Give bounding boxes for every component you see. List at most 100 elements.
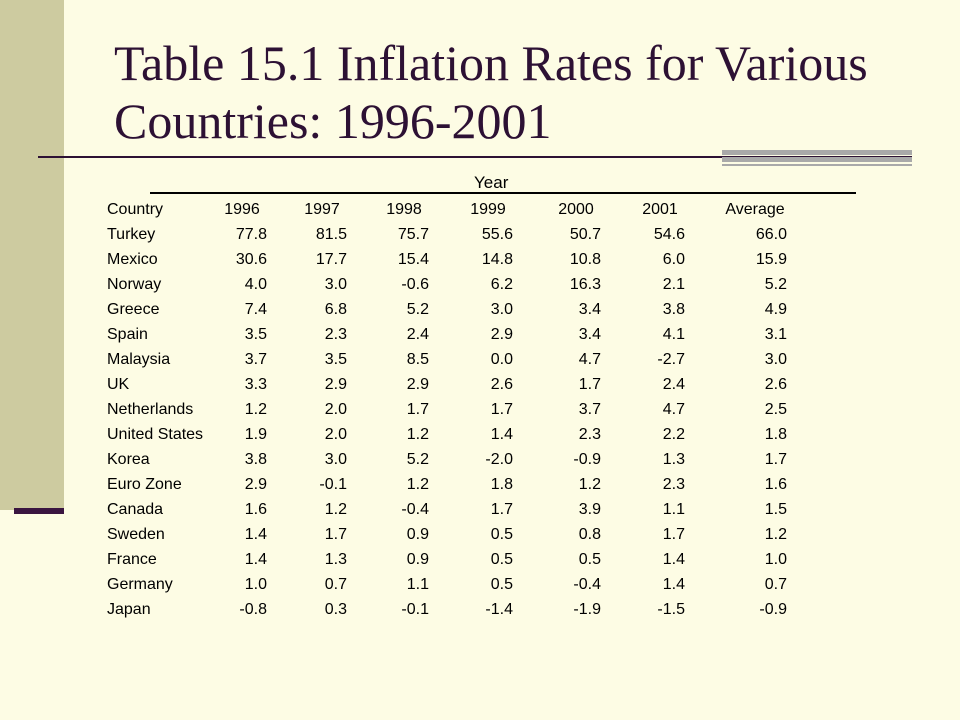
value-cell: 2.9 xyxy=(244,476,267,493)
value-cell: 77.8 xyxy=(235,226,267,243)
slide-title: Table 15.1 Inflation Rates for Various C… xyxy=(114,35,868,149)
country-cell: Sweden xyxy=(107,526,165,543)
value-cell: 0.7 xyxy=(764,576,787,593)
value-cell: -2.0 xyxy=(485,451,513,468)
value-cell: 2.3 xyxy=(662,476,685,493)
value-cell: 3.8 xyxy=(244,451,267,468)
table-row: Japan -0.8 0.3 -0.1 -1.4 -1.9 -1.5 -0.9 xyxy=(107,599,827,624)
value-cell: 1.7 xyxy=(490,401,513,418)
value-cell: 0.7 xyxy=(324,576,347,593)
value-cell: 1.0 xyxy=(244,576,267,593)
value-cell: 55.6 xyxy=(481,226,513,243)
value-cell: -0.9 xyxy=(573,451,601,468)
value-cell: 0.5 xyxy=(490,576,513,593)
value-cell: 2.1 xyxy=(662,276,685,293)
table-row: Mexico 30.6 17.7 15.4 14.8 10.8 6.0 15.9 xyxy=(107,249,827,274)
value-cell: 1.6 xyxy=(244,501,267,518)
country-cell: Euro Zone xyxy=(107,476,182,493)
value-cell: 2.4 xyxy=(662,376,685,393)
table-row: France 1.4 1.3 0.9 0.5 0.5 1.4 1.0 xyxy=(107,549,827,574)
value-cell: 6.2 xyxy=(490,276,513,293)
value-cell: 66.0 xyxy=(755,226,787,243)
value-cell: 1.7 xyxy=(406,401,429,418)
value-cell: 3.0 xyxy=(324,276,347,293)
value-cell: 81.5 xyxy=(315,226,347,243)
value-cell: 3.0 xyxy=(764,351,787,368)
value-cell: 16.3 xyxy=(569,276,601,293)
value-cell: 3.5 xyxy=(244,326,267,343)
header-cell: 1996 xyxy=(224,201,260,218)
value-cell: 17.7 xyxy=(315,251,347,268)
country-cell: Mexico xyxy=(107,251,158,268)
value-cell: 30.6 xyxy=(235,251,267,268)
header-cell: Country xyxy=(107,201,164,218)
value-cell: -0.9 xyxy=(759,601,787,618)
value-cell: 1.9 xyxy=(244,426,267,443)
value-cell: 3.5 xyxy=(324,351,347,368)
table-row: Turkey 77.8 81.5 75.7 55.6 50.7 54.6 66.0 xyxy=(107,224,827,249)
value-cell: 15.9 xyxy=(755,251,787,268)
value-cell: -1.9 xyxy=(573,601,601,618)
header-cell: 1999 xyxy=(470,201,506,218)
table-row: Malaysia 3.7 3.5 8.5 0.0 4.7 -2.7 3.0 xyxy=(107,349,827,374)
value-cell: -0.8 xyxy=(239,601,267,618)
value-cell: 50.7 xyxy=(569,226,601,243)
value-cell: 2.3 xyxy=(324,326,347,343)
value-cell: -2.7 xyxy=(657,351,685,368)
value-cell: 1.2 xyxy=(406,426,429,443)
value-cell: -0.1 xyxy=(319,476,347,493)
value-cell: 2.2 xyxy=(662,426,685,443)
value-cell: 3.4 xyxy=(578,301,601,318)
value-cell: -0.4 xyxy=(401,501,429,518)
country-cell: Japan xyxy=(107,601,151,618)
value-cell: 3.3 xyxy=(244,376,267,393)
country-cell: Norway xyxy=(107,276,162,293)
value-cell: 5.2 xyxy=(764,276,787,293)
value-cell: 3.1 xyxy=(764,326,787,343)
value-cell: 0.9 xyxy=(406,551,429,568)
value-cell: 2.9 xyxy=(490,326,513,343)
table-row: UK 3.3 2.9 2.9 2.6 1.7 2.4 2.6 xyxy=(107,374,827,399)
left-band-accent xyxy=(14,508,64,514)
value-cell: 2.0 xyxy=(324,401,347,418)
table-row: Sweden 1.4 1.7 0.9 0.5 0.8 1.7 1.2 xyxy=(107,524,827,549)
country-cell: Spain xyxy=(107,326,148,343)
table-row: Greece 7.4 6.8 5.2 3.0 3.4 3.8 4.9 xyxy=(107,299,827,324)
table-row: Germany 1.0 0.7 1.1 0.5 -0.4 1.4 0.7 xyxy=(107,574,827,599)
value-cell: 10.8 xyxy=(569,251,601,268)
value-cell: 2.9 xyxy=(324,376,347,393)
value-cell: 4.0 xyxy=(244,276,267,293)
country-cell: Malaysia xyxy=(107,351,171,368)
value-cell: 5.2 xyxy=(406,301,429,318)
value-cell: 1.3 xyxy=(324,551,347,568)
table-row: Euro Zone 2.9 -0.1 1.2 1.8 1.2 2.3 1.6 xyxy=(107,474,827,499)
value-cell: -1.5 xyxy=(657,601,685,618)
value-cell: 3.9 xyxy=(578,501,601,518)
country-cell: Turkey xyxy=(107,226,156,243)
table-body: Turkey 77.8 81.5 75.7 55.6 50.7 54.6 66.0 Mexico… xyxy=(107,224,827,624)
value-cell: 3.8 xyxy=(662,301,685,318)
value-cell: 0.5 xyxy=(490,526,513,543)
table-row: United States 1.9 2.0 1.2 1.4 2.3 2.2 1.8 xyxy=(107,424,827,449)
header-cell: 2001 xyxy=(642,201,678,218)
value-cell: 1.2 xyxy=(324,501,347,518)
header-cell: 1998 xyxy=(386,201,422,218)
value-cell: 15.4 xyxy=(397,251,429,268)
value-cell: 3.0 xyxy=(324,451,347,468)
value-cell: 1.2 xyxy=(406,476,429,493)
value-cell: 2.5 xyxy=(764,401,787,418)
value-cell: 1.3 xyxy=(662,451,685,468)
title-accent-bars xyxy=(722,150,912,166)
value-cell: 1.2 xyxy=(244,401,267,418)
value-cell: 2.6 xyxy=(764,376,787,393)
value-cell: 1.7 xyxy=(490,501,513,518)
table-row: Spain 3.5 2.3 2.4 2.9 3.4 4.1 3.1 xyxy=(107,324,827,349)
value-cell: 1.2 xyxy=(764,526,787,543)
value-cell: 1.7 xyxy=(324,526,347,543)
value-cell: 0.9 xyxy=(406,526,429,543)
value-cell: 0.5 xyxy=(490,551,513,568)
value-cell: 0.0 xyxy=(490,351,513,368)
value-cell: 1.8 xyxy=(490,476,513,493)
value-cell: 4.7 xyxy=(662,401,685,418)
value-cell: 75.7 xyxy=(397,226,429,243)
